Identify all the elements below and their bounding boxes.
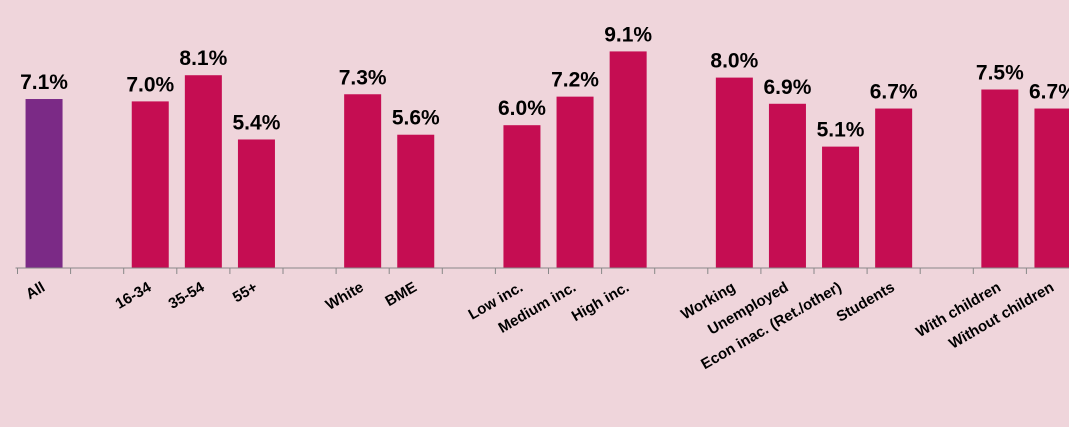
bar	[715, 77, 753, 268]
value-label: 9.1%	[604, 23, 652, 46]
value-label: 5.4%	[233, 111, 281, 134]
value-label: 7.3%	[339, 66, 387, 89]
bar	[503, 125, 541, 268]
bar	[609, 51, 647, 268]
value-label: 7.5%	[976, 62, 1024, 85]
bar	[344, 94, 382, 268]
bar	[556, 96, 594, 268]
bar	[822, 146, 860, 268]
value-label: 7.1%	[20, 71, 68, 94]
bar	[131, 101, 169, 269]
value-label: 7.2%	[551, 69, 599, 92]
value-label: 8.1%	[179, 47, 227, 70]
bar	[768, 103, 806, 268]
bar	[875, 108, 913, 268]
bar	[1034, 108, 1069, 268]
bar	[981, 89, 1019, 268]
bar	[397, 134, 435, 268]
value-label: 7.0%	[126, 73, 174, 96]
bar	[25, 99, 63, 269]
value-label: 6.9%	[764, 76, 812, 99]
value-label: 6.7%	[1029, 81, 1069, 104]
value-label: 8.0%	[710, 50, 758, 73]
value-label: 6.0%	[498, 97, 546, 120]
value-label: 5.1%	[817, 119, 865, 142]
bar	[237, 139, 275, 268]
value-label: 6.7%	[870, 81, 918, 104]
bar	[184, 75, 222, 268]
value-label: 5.6%	[392, 107, 440, 130]
